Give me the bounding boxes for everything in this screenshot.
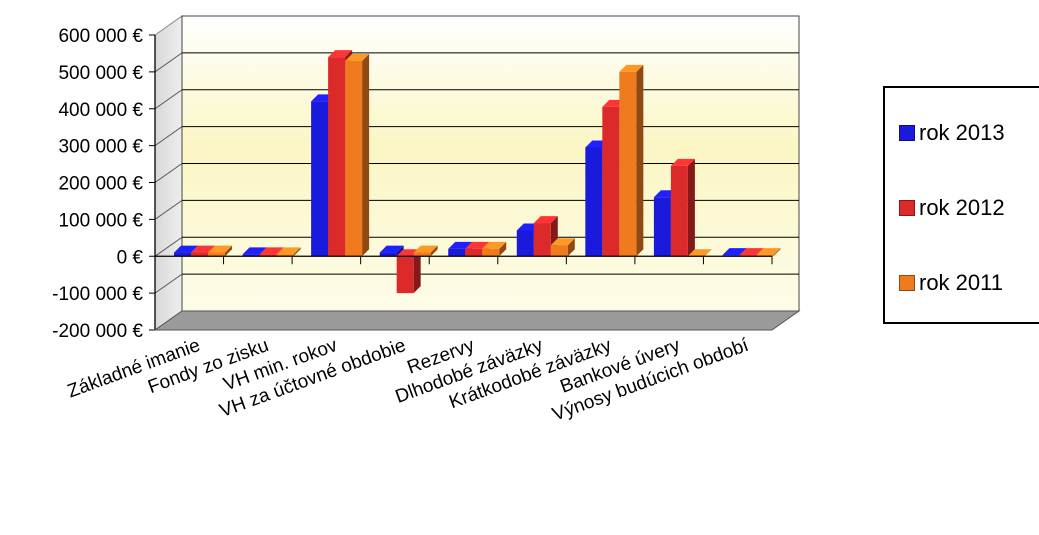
bar bbox=[550, 238, 575, 257]
bar bbox=[533, 216, 558, 257]
bar-side bbox=[687, 158, 695, 257]
legend-label: rok 2012 bbox=[919, 195, 1005, 220]
bar-front bbox=[276, 254, 294, 257]
bar-front bbox=[328, 57, 346, 257]
bar-front bbox=[482, 248, 500, 257]
legend-swatch-2012 bbox=[899, 200, 915, 216]
bar bbox=[396, 249, 421, 294]
bar-front bbox=[465, 248, 483, 257]
bar-front bbox=[413, 252, 431, 257]
bar-side bbox=[773, 248, 781, 257]
legend-swatch-2013 bbox=[899, 125, 915, 141]
y-tick-label: -200 000 € bbox=[52, 321, 143, 342]
bar-front bbox=[311, 101, 329, 257]
bar-front bbox=[550, 245, 568, 257]
bar bbox=[670, 158, 695, 257]
bar bbox=[619, 64, 644, 257]
bar-top bbox=[722, 248, 747, 256]
y-tick-label: 100 000 € bbox=[58, 210, 143, 231]
bar-top bbox=[242, 247, 267, 255]
bar-front bbox=[242, 254, 260, 257]
grid-line-side bbox=[154, 273, 183, 294]
plot-area bbox=[154, 15, 800, 331]
bar-side bbox=[499, 241, 507, 257]
bar-top bbox=[550, 238, 575, 246]
chart-floor bbox=[153, 310, 801, 331]
bar-front bbox=[670, 165, 688, 257]
bar-front bbox=[602, 106, 620, 257]
bar-side bbox=[430, 245, 438, 257]
bar-side bbox=[293, 247, 301, 257]
bar-side bbox=[396, 245, 404, 257]
grid-line-side bbox=[154, 126, 183, 147]
grid-line-side bbox=[154, 163, 183, 183]
legend-item-2012: rok 2012 bbox=[899, 195, 1005, 221]
bar-front bbox=[516, 230, 534, 257]
bars bbox=[174, 50, 781, 294]
grid-line-side bbox=[154, 236, 183, 257]
bar-top bbox=[413, 245, 438, 253]
bar-top bbox=[259, 247, 284, 255]
bar-front bbox=[619, 71, 637, 257]
bar-top bbox=[687, 249, 712, 257]
bar bbox=[413, 245, 438, 257]
bar-top bbox=[619, 64, 644, 72]
bar-front bbox=[379, 252, 397, 257]
legend-item-2013: rok 2013 bbox=[899, 120, 1005, 146]
bar-top bbox=[739, 248, 764, 256]
bar bbox=[208, 245, 232, 257]
legend-item-2011: rok 2011 bbox=[899, 270, 1003, 296]
floor bbox=[153, 310, 801, 331]
bar-front bbox=[396, 256, 414, 294]
bar-side bbox=[413, 249, 421, 294]
bar bbox=[276, 247, 301, 257]
y-tick-label: 0 € bbox=[117, 247, 144, 268]
bar-front bbox=[585, 147, 603, 257]
bar-front bbox=[259, 254, 277, 257]
bar bbox=[379, 245, 404, 257]
bar-top bbox=[345, 53, 370, 61]
bar-front bbox=[191, 252, 208, 257]
bar bbox=[345, 53, 370, 257]
grid-lines bbox=[154, 52, 799, 294]
bar-top bbox=[465, 241, 490, 249]
legend-label: rok 2011 bbox=[919, 270, 1003, 295]
bar-top bbox=[276, 247, 301, 255]
bar-front bbox=[533, 223, 551, 257]
bar-top bbox=[191, 245, 215, 253]
bar-front bbox=[448, 248, 466, 257]
bar-side bbox=[362, 53, 370, 257]
bar-front bbox=[208, 252, 225, 257]
bar-front bbox=[653, 197, 671, 257]
y-axis: 600 000 € 500 000 € 400 000 € 300 000 € 200 … bbox=[52, 26, 156, 342]
bar-top bbox=[174, 245, 198, 253]
bar-top bbox=[670, 158, 695, 166]
bar-top bbox=[208, 245, 232, 253]
bar-top bbox=[533, 216, 558, 224]
bar-front bbox=[174, 252, 191, 257]
grid-line-side bbox=[154, 199, 183, 220]
bar-top bbox=[756, 248, 781, 256]
y-tick-label: 200 000 € bbox=[58, 174, 143, 195]
y-tick-label: -100 000 € bbox=[52, 284, 143, 305]
bar-front bbox=[345, 60, 363, 257]
y-tick-label: 400 000 € bbox=[58, 100, 143, 121]
grid-line-side bbox=[154, 52, 183, 73]
bar-top bbox=[482, 241, 507, 249]
y-tick-label: 300 000 € bbox=[58, 137, 143, 158]
bar-side bbox=[636, 64, 644, 257]
bar bbox=[482, 241, 507, 257]
bar-side bbox=[567, 238, 575, 257]
bar-top bbox=[328, 50, 353, 58]
y-tick-label: 600 000 € bbox=[58, 26, 143, 47]
legend-swatch-2011 bbox=[899, 275, 915, 291]
bar-side bbox=[225, 245, 232, 257]
grid-line-side bbox=[154, 89, 183, 110]
bar-top bbox=[379, 245, 404, 253]
legend: rok 2013 rok 2012 rok 2011 bbox=[883, 86, 1039, 324]
legend-label: rok 2013 bbox=[919, 120, 1005, 145]
bar-top bbox=[448, 241, 473, 249]
y-tick-label: 500 000 € bbox=[58, 63, 143, 84]
